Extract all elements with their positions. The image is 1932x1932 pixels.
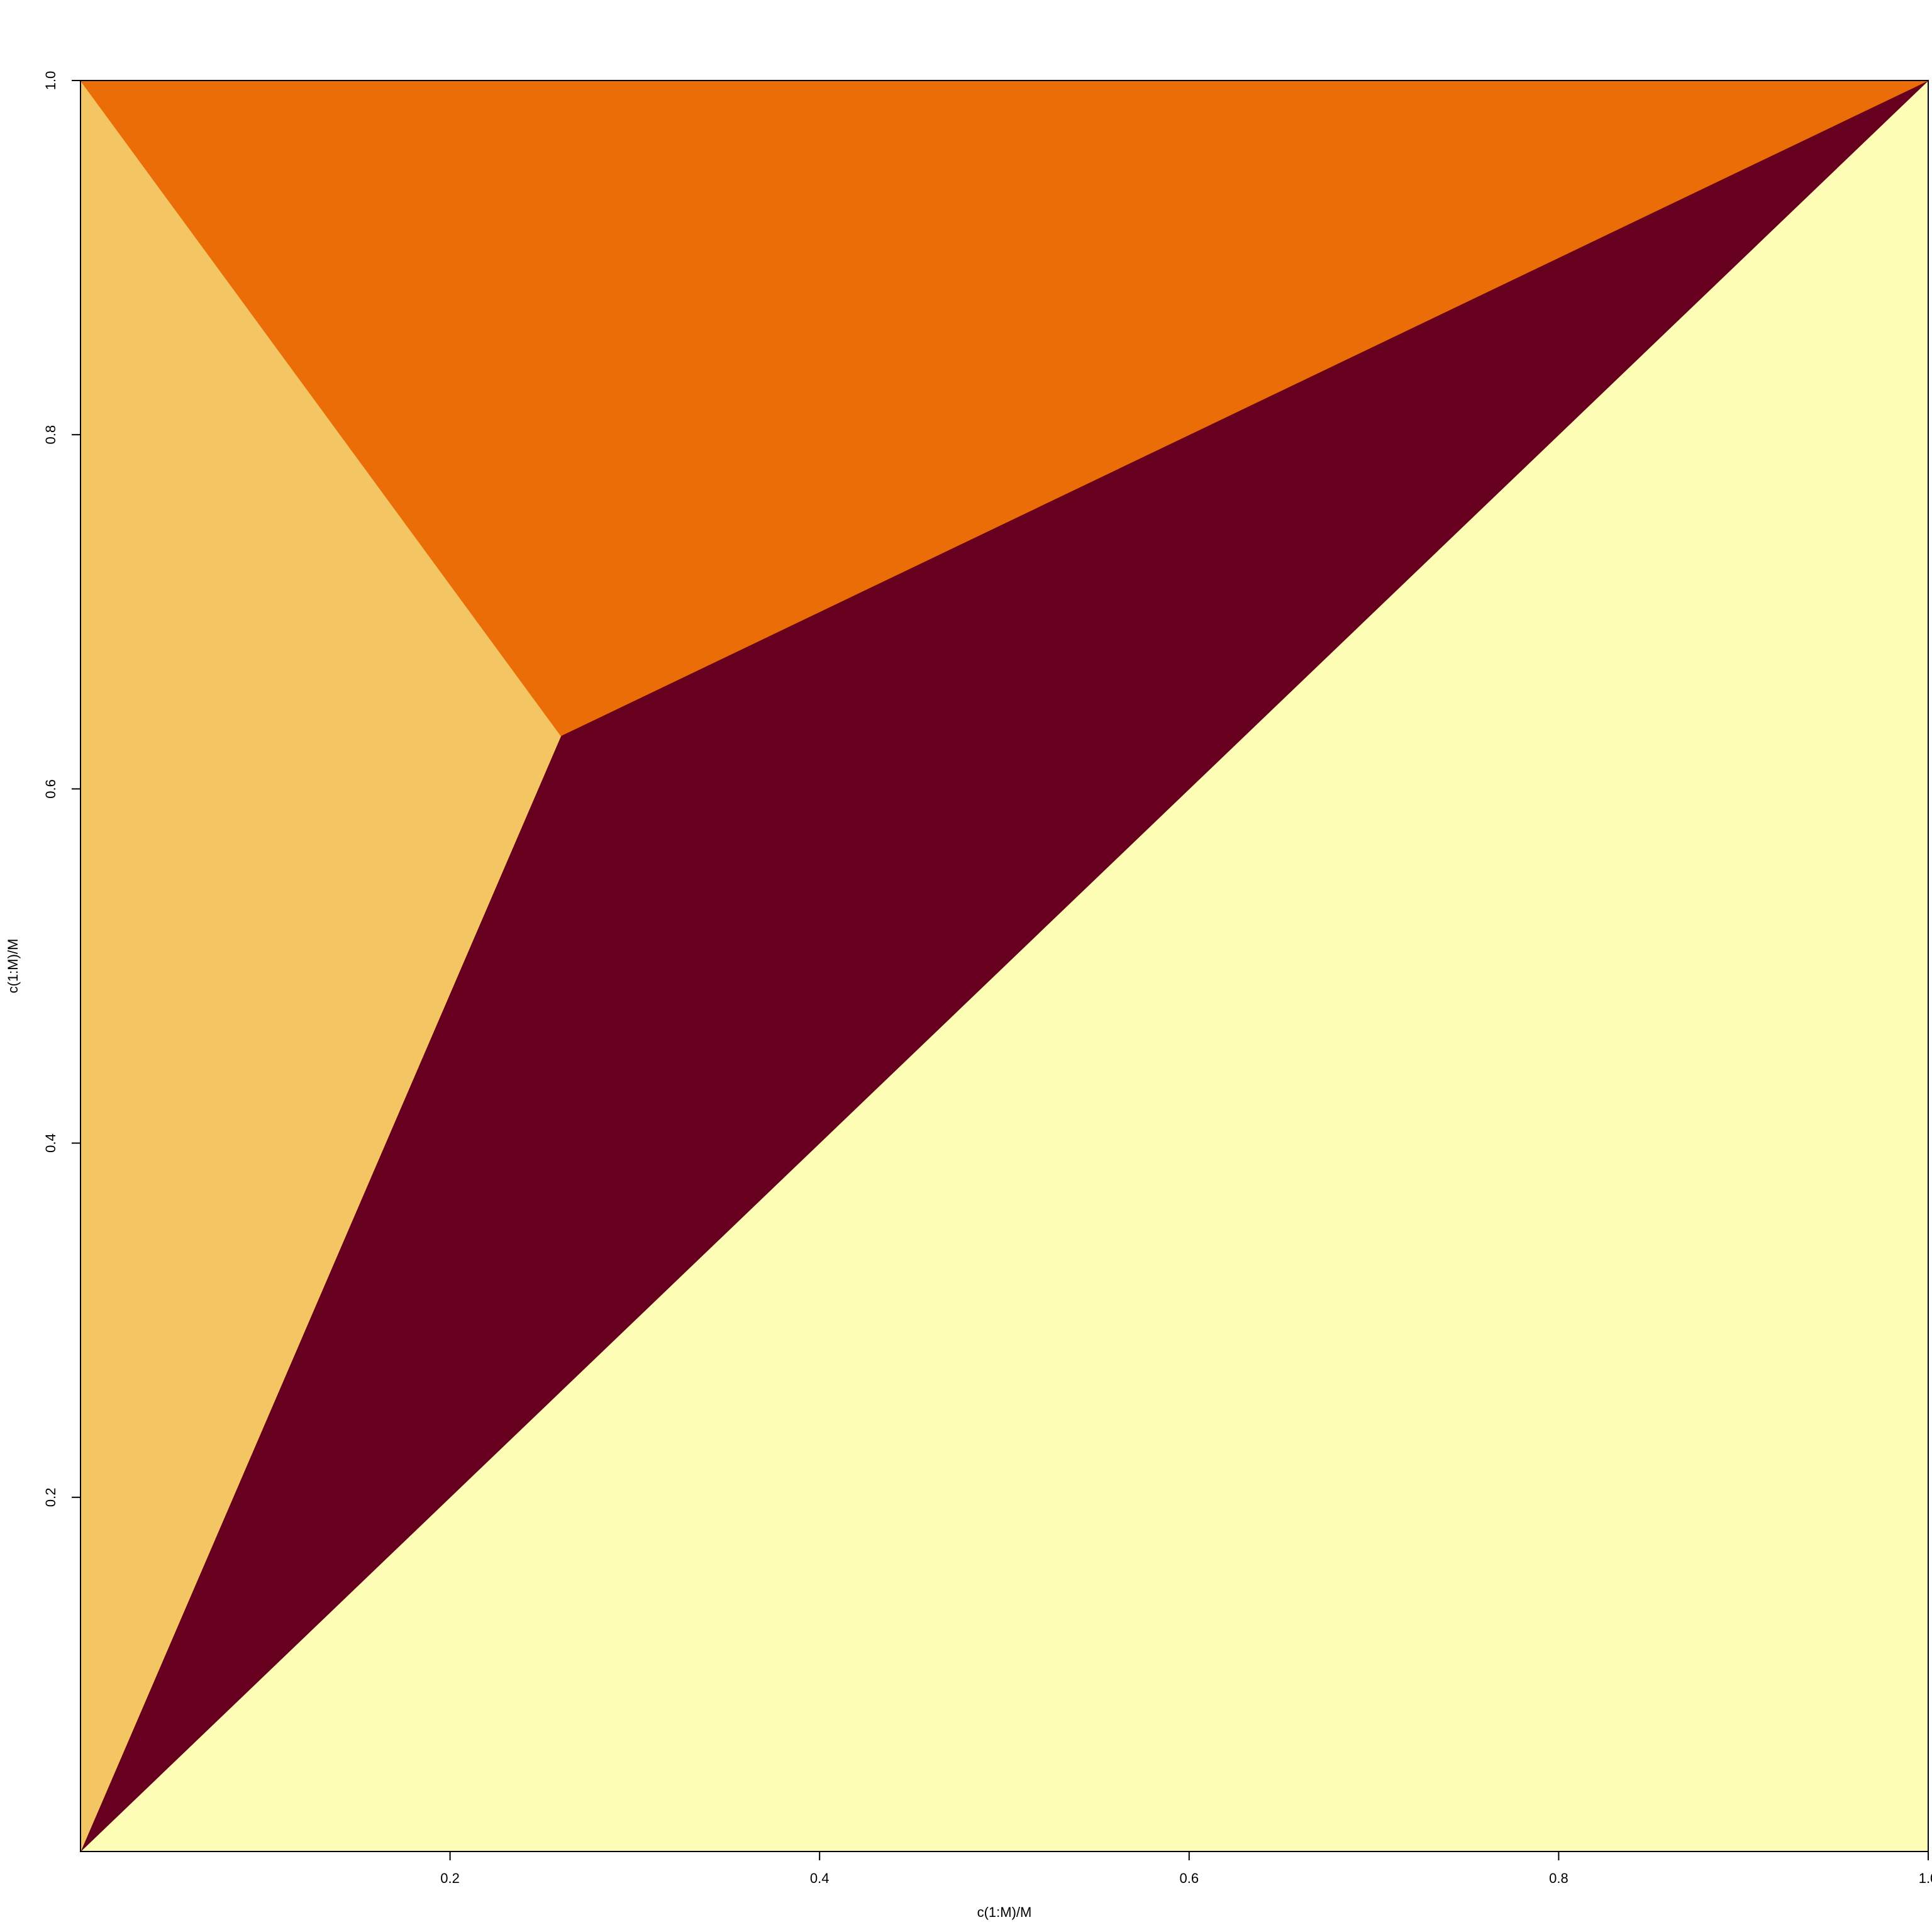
y-tick-label: 0.8 <box>43 425 58 445</box>
x-axis: 0.2 0.4 0.6 0.8 1.0 <box>440 1852 1932 1886</box>
x-tick-label: 0.4 <box>810 1870 830 1886</box>
y-axis: 0.2 0.4 0.6 0.8 1.0 <box>43 71 80 1507</box>
x-axis-title: c(1:M)/M <box>977 1904 1032 1920</box>
x-tick-label: 0.8 <box>1549 1870 1568 1886</box>
y-axis-title: c(1:M)/M <box>5 939 21 994</box>
y-tick-label: 0.2 <box>43 1488 58 1507</box>
x-tick-label: 0.6 <box>1180 1870 1199 1886</box>
y-tick-label: 0.4 <box>43 1133 58 1153</box>
y-tick-label: 0.6 <box>43 779 58 799</box>
heatmap-regions <box>79 79 1929 1852</box>
x-tick-label: 1.0 <box>1919 1870 1932 1886</box>
x-tick-label: 0.2 <box>440 1870 460 1886</box>
plot-frame <box>80 80 1929 1852</box>
y-tick-label: 1.0 <box>43 71 58 91</box>
